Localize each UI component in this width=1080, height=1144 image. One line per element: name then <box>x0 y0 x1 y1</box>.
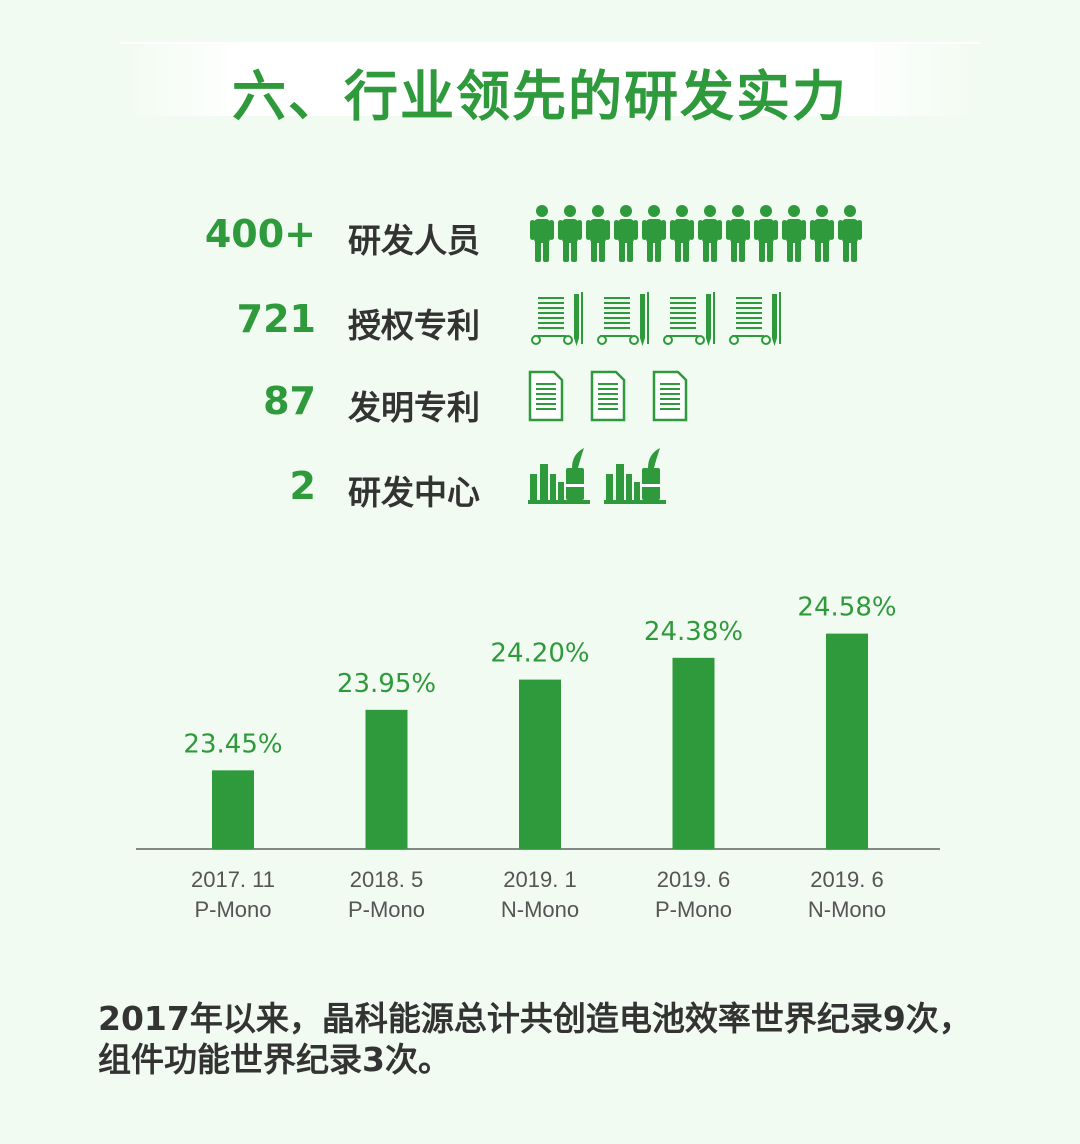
x-tick-label: P-Mono <box>655 897 732 922</box>
person-icon <box>836 204 864 264</box>
person-icon <box>640 204 668 264</box>
person-icon <box>696 204 724 264</box>
bar <box>365 709 408 849</box>
x-tick-label: 2019. 1 <box>503 867 576 892</box>
stat-label-invention-patents: 发明专利 <box>348 388 480 427</box>
title-banner <box>120 42 980 116</box>
data-label: 23.95% <box>337 669 436 699</box>
person-icon <box>808 204 836 264</box>
footer-text: 2017年以来，晶科能源总计共创造电池效率世界纪录9次，组件功能世界纪录3次。 <box>98 999 972 1079</box>
data-label: 23.45% <box>183 729 282 759</box>
person-icon <box>668 204 696 264</box>
stat-label-researchers: 研发人员 <box>348 221 480 260</box>
patent-document-pen-icon <box>594 288 652 348</box>
x-tick-label: N-Mono <box>501 897 579 922</box>
icon-row-researchers <box>528 204 864 264</box>
person-icon <box>780 204 808 264</box>
patent-document-pen-icon <box>528 288 586 348</box>
bar <box>672 657 715 849</box>
stat-value-rd-centers: 2 <box>289 464 316 508</box>
icon-row-granted-patents <box>528 288 792 348</box>
document-icon <box>590 370 626 422</box>
person-icon <box>724 204 752 264</box>
efficiency-bar-chart: 23.45% 2017. 11 P-Mono 23.95% 2018. 5 P-Mono 2… <box>136 593 940 922</box>
person-icon <box>528 204 556 264</box>
stat-label-rd-centers: 研发中心 <box>348 473 480 512</box>
x-tick-label: 2017. 11 <box>191 867 275 892</box>
x-tick-label: 2019. 6 <box>657 867 730 892</box>
stat-value-invention-patents: 87 <box>263 379 316 423</box>
x-tick-label: 2018. 5 <box>350 867 423 892</box>
patent-document-pen-icon <box>660 288 718 348</box>
bar <box>826 633 868 849</box>
stat-value-researchers: 400+ <box>204 212 316 256</box>
document-icon <box>652 370 688 422</box>
page-title: 六、行业领先的研发实力 <box>232 65 848 128</box>
person-icon <box>612 204 640 264</box>
person-icon <box>556 204 584 264</box>
data-label: 24.38% <box>644 617 743 647</box>
person-icon <box>752 204 780 264</box>
icon-row-rd-centers <box>528 444 680 506</box>
data-label: 24.58% <box>797 593 896 623</box>
data-label: 24.20% <box>490 639 589 669</box>
person-icon <box>584 204 612 264</box>
bar <box>519 679 561 849</box>
factory-icon <box>528 444 590 506</box>
document-icon <box>528 370 564 422</box>
bar <box>212 770 254 849</box>
patent-document-pen-icon <box>726 288 784 348</box>
x-tick-label: 2019. 6 <box>810 867 883 892</box>
factory-icon <box>604 444 666 506</box>
x-tick-label: N-Mono <box>808 897 886 922</box>
stat-value-granted-patents: 721 <box>236 297 316 341</box>
x-tick-label: P-Mono <box>348 897 425 922</box>
x-tick-label: P-Mono <box>194 897 271 922</box>
stat-label-granted-patents: 授权专利 <box>348 306 480 345</box>
icon-row-invention-patents <box>528 370 714 422</box>
